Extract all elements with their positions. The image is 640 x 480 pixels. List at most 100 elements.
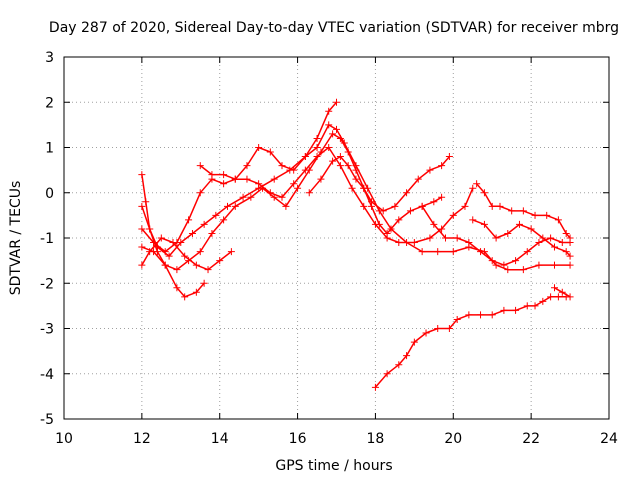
y-axis-label: SDTVAR / TECUs bbox=[8, 181, 24, 296]
series-track-9 bbox=[473, 180, 574, 242]
data-point-marker bbox=[430, 220, 438, 228]
data-point-marker bbox=[266, 189, 274, 197]
data-point-marker bbox=[224, 202, 231, 210]
data-point-marker bbox=[387, 225, 395, 233]
data-point-marker bbox=[173, 284, 181, 292]
data-point-marker bbox=[488, 202, 496, 210]
data-point-marker bbox=[403, 189, 411, 197]
x-tick-label: 18 bbox=[367, 431, 385, 447]
data-point-marker bbox=[504, 229, 512, 237]
data-point-marker bbox=[461, 202, 469, 210]
data-point-marker bbox=[216, 257, 224, 265]
series-track-11 bbox=[418, 202, 574, 269]
data-point-marker bbox=[333, 125, 340, 133]
series-line bbox=[374, 296, 567, 388]
y-tick-label: -5 bbox=[40, 412, 54, 428]
data-point-marker bbox=[212, 211, 220, 219]
data-point-marker bbox=[422, 329, 430, 337]
data-point-marker bbox=[333, 98, 340, 106]
data-point-marker bbox=[360, 202, 368, 210]
x-axis-label: GPS time / hours bbox=[275, 458, 392, 474]
data-point-marker bbox=[551, 243, 558, 251]
series-line bbox=[141, 133, 442, 271]
y-tick-label: -3 bbox=[40, 322, 54, 338]
data-point-marker bbox=[301, 166, 309, 174]
series-track-10 bbox=[469, 216, 574, 260]
y-tick-label: -2 bbox=[40, 276, 54, 292]
data-point-marker bbox=[305, 189, 313, 197]
data-point-marker bbox=[247, 193, 255, 201]
data-point-marker bbox=[188, 229, 196, 237]
data-point-marker bbox=[480, 189, 488, 197]
data-point-marker bbox=[453, 315, 461, 323]
data-point-marker bbox=[290, 166, 298, 174]
data-point-marker bbox=[519, 207, 527, 215]
data-point-marker bbox=[243, 175, 251, 183]
data-point-marker bbox=[348, 184, 356, 192]
series-track-5 bbox=[196, 144, 477, 247]
data-point-marker bbox=[418, 202, 426, 210]
data-point-marker bbox=[282, 202, 290, 210]
data-point-marker bbox=[227, 248, 235, 256]
data-point-marker bbox=[173, 266, 181, 274]
data-point-marker bbox=[352, 175, 360, 183]
data-point-marker bbox=[449, 211, 457, 219]
data-point-marker bbox=[383, 370, 391, 378]
data-point-marker bbox=[301, 153, 309, 161]
data-point-marker bbox=[325, 144, 333, 151]
series-line bbox=[308, 155, 450, 212]
data-point-marker bbox=[255, 144, 263, 151]
data-point-marker bbox=[142, 198, 150, 206]
data-point-marker bbox=[469, 216, 477, 224]
data-point-marker bbox=[325, 121, 333, 129]
x-tick-label: 24 bbox=[600, 431, 618, 447]
data-point-marker bbox=[161, 261, 169, 269]
data-point-marker bbox=[523, 248, 531, 256]
data-point-marker bbox=[523, 302, 531, 310]
data-point-marker bbox=[504, 266, 512, 274]
data-point-marker bbox=[352, 162, 360, 170]
series-track-4 bbox=[138, 243, 208, 301]
data-point-marker bbox=[566, 239, 574, 247]
data-point-marker bbox=[161, 248, 169, 256]
data-point-marker bbox=[500, 261, 508, 269]
data-point-marker bbox=[181, 293, 189, 301]
data-point-marker bbox=[173, 239, 181, 247]
data-point-marker bbox=[313, 134, 321, 142]
data-point-marker bbox=[566, 252, 574, 260]
data-point-marker bbox=[519, 266, 527, 274]
data-point-marker bbox=[220, 171, 228, 179]
data-point-marker bbox=[477, 248, 485, 256]
data-point-marker bbox=[336, 153, 344, 161]
data-point-marker bbox=[403, 352, 411, 360]
series-line bbox=[199, 146, 474, 244]
data-point-marker bbox=[138, 225, 146, 233]
series-line bbox=[141, 101, 338, 253]
data-point-marker bbox=[395, 361, 403, 369]
data-point-marker bbox=[313, 153, 321, 161]
data-point-marker bbox=[551, 284, 558, 292]
data-series bbox=[138, 98, 574, 391]
data-point-marker bbox=[200, 279, 208, 287]
data-point-marker bbox=[442, 234, 449, 242]
data-point-marker bbox=[469, 184, 477, 192]
data-point-marker bbox=[181, 252, 189, 260]
chart-title: Day 287 of 2020, Sidereal Day-to-day VTE… bbox=[49, 20, 619, 36]
data-point-marker bbox=[438, 225, 446, 233]
data-point-marker bbox=[383, 234, 391, 242]
data-point-marker bbox=[290, 180, 298, 188]
data-point-marker bbox=[508, 207, 516, 215]
data-point-marker bbox=[551, 261, 558, 269]
data-point-marker bbox=[512, 306, 520, 314]
data-point-marker bbox=[368, 198, 376, 206]
series-track-7 bbox=[305, 153, 453, 215]
data-point-marker bbox=[165, 252, 173, 260]
data-point-marker bbox=[438, 193, 446, 201]
data-point-marker bbox=[329, 157, 337, 165]
series-line bbox=[472, 219, 571, 257]
data-point-marker bbox=[492, 234, 500, 242]
data-point-marker bbox=[204, 266, 212, 274]
series-track-2 bbox=[138, 121, 574, 274]
